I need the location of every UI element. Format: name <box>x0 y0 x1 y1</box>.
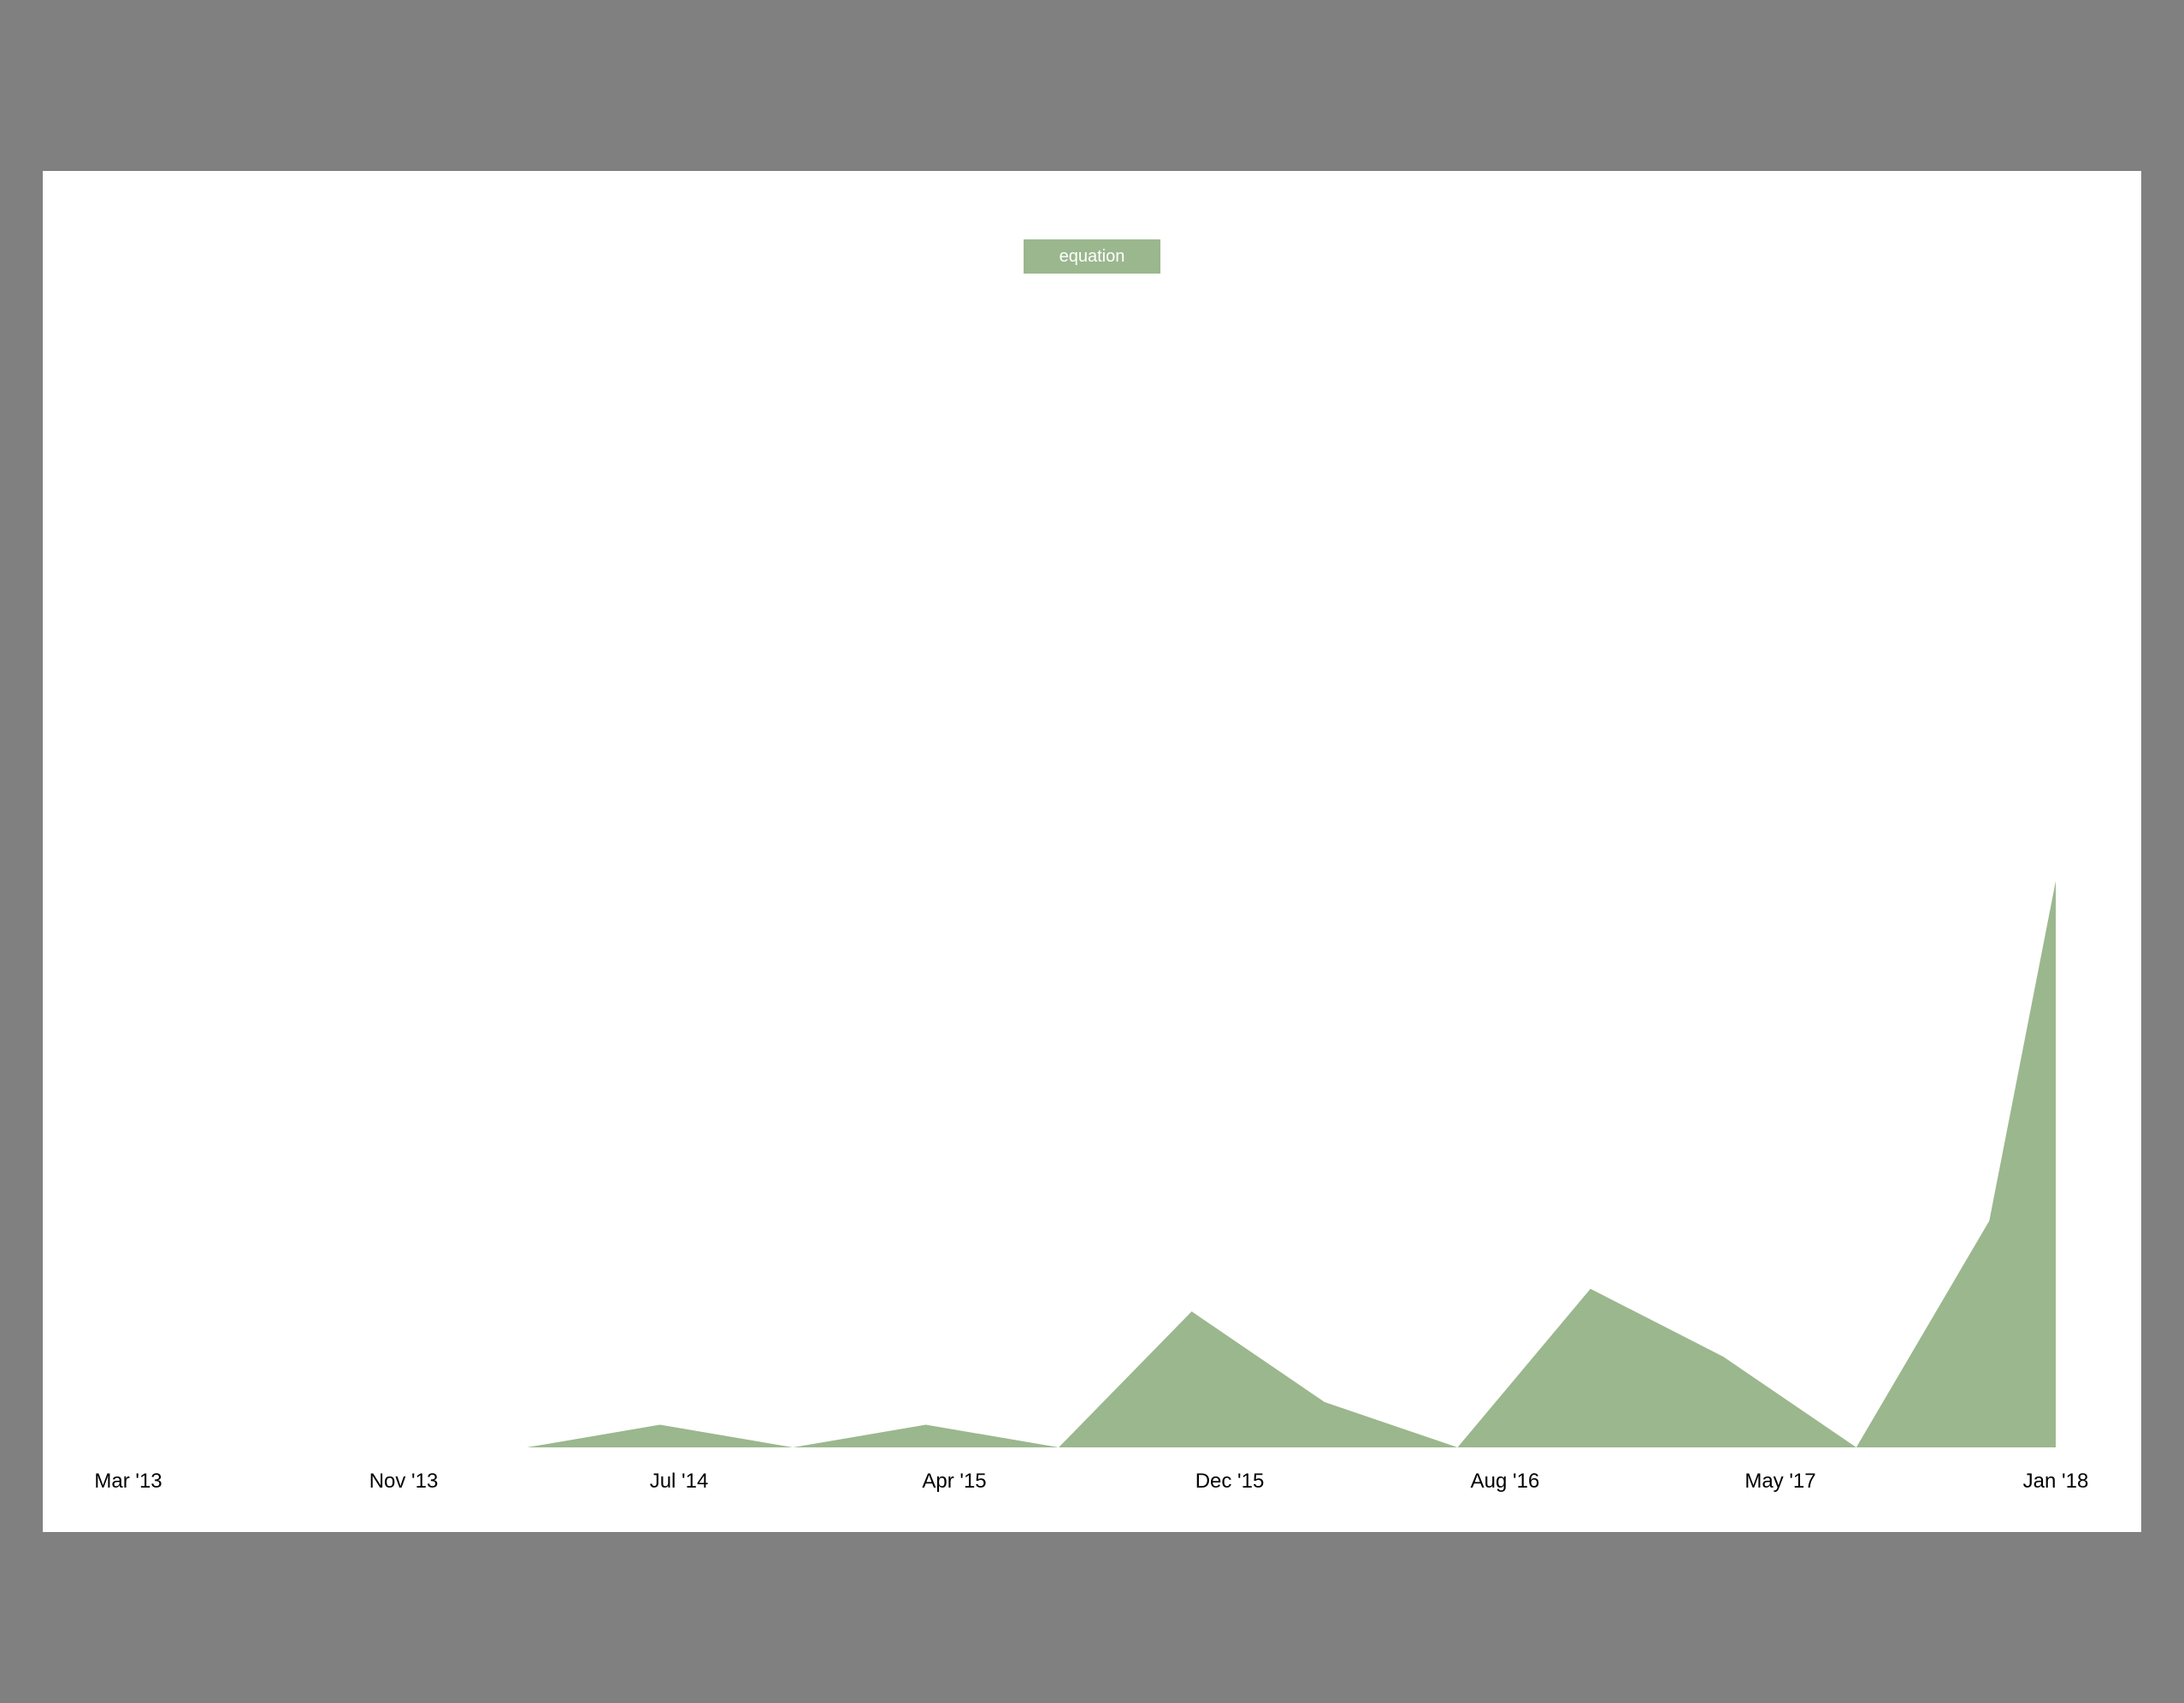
chart-card: Mar '13 Nov '13 Jul '14 Apr '15 Dec '15 Aug '… <box>43 171 2141 1532</box>
area-series-equation <box>128 881 2056 1447</box>
x-tick-label: Aug '16 <box>1471 1470 1540 1493</box>
x-tick-label: Apr '15 <box>922 1470 986 1493</box>
x-tick-label: Jan '18 <box>2023 1470 2089 1493</box>
area-chart: Mar '13 Nov '13 Jul '14 Apr '15 Dec '15 Aug '… <box>94 881 2088 1493</box>
x-tick-label: Mar '13 <box>94 1470 162 1493</box>
x-axis-ticks: Mar '13 Nov '13 Jul '14 Apr '15 Dec '15 Aug '… <box>94 1470 2088 1493</box>
x-tick-label: Nov '13 <box>369 1470 439 1493</box>
x-tick-label: May '17 <box>1744 1470 1815 1493</box>
x-tick-label: Dec '15 <box>1195 1470 1265 1493</box>
x-tick-label: Jul '14 <box>650 1470 709 1493</box>
legend-item-equation[interactable]: equation <box>1024 239 1160 274</box>
plot-area <box>128 881 2056 1447</box>
